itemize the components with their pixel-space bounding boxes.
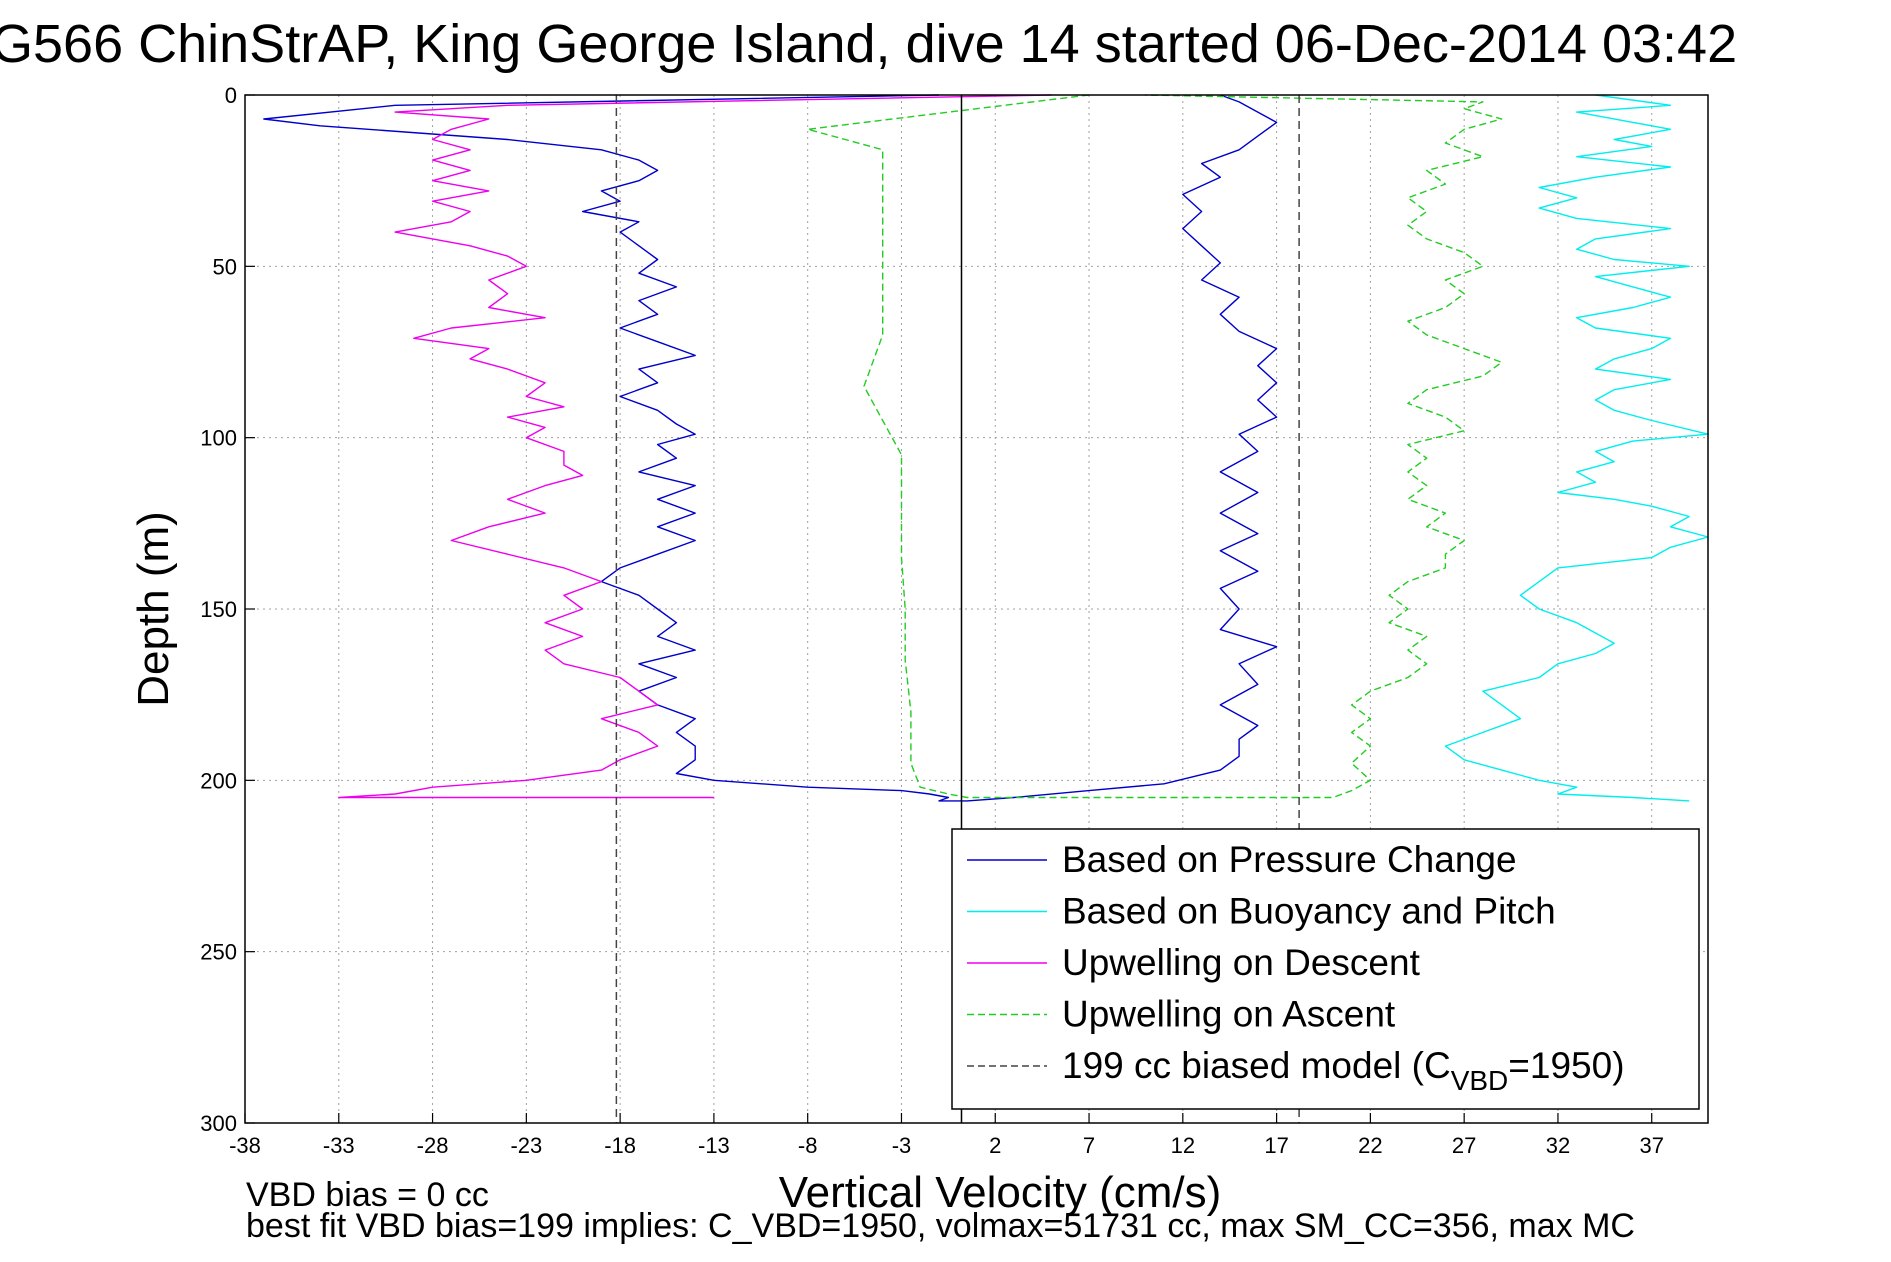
x-tick-label: -28 <box>417 1133 449 1158</box>
legend-label: 199 cc biased model (CVBD=1950) <box>1062 1045 1625 1096</box>
y-tick-label: 0 <box>225 83 237 108</box>
y-axis-label: Depth (m) <box>129 511 178 707</box>
legend-label: Based on Pressure Change <box>1062 839 1517 880</box>
x-tick-label: -18 <box>604 1133 636 1158</box>
legend-label: Upwelling on Ascent <box>1062 994 1396 1035</box>
legend-box <box>951 828 1700 1110</box>
x-tick-labels: -38 -33 -28 -23 -18 -13 -8 -3 2 7 12 17 22 27 32 37 <box>229 1133 1664 1158</box>
plot-frame <box>244 94 1709 1124</box>
best-fit-annotation: best fit VBD bias=199 implies: C_VBD=195… <box>246 1207 1635 1245</box>
x-tick-label: 37 <box>1639 1133 1663 1158</box>
y-tick-label: 250 <box>200 940 237 965</box>
y-tick-label: 150 <box>200 597 237 622</box>
x-tick-label: -3 <box>892 1133 912 1158</box>
y-tick-label: 200 <box>200 768 237 793</box>
x-tick-label: -23 <box>510 1133 542 1158</box>
y-tick-labels: 0 50 100 150 200 250 300 <box>200 83 237 1136</box>
x-tick-label: -38 <box>229 1133 261 1158</box>
legend-label: Based on Buoyancy and Pitch <box>1062 891 1556 932</box>
x-tick-label: 7 <box>1083 1133 1095 1158</box>
x-axis-label: Vertical Velocity (cm/s) <box>779 1168 1222 1217</box>
legend-label: Upwelling on Descent <box>1062 942 1421 983</box>
series-line-2 <box>338 94 1052 799</box>
y-tick-label: 50 <box>213 254 237 279</box>
x-tick-label: 12 <box>1171 1133 1195 1158</box>
x-tick-label: -33 <box>323 1133 355 1158</box>
x-tick-label: 27 <box>1452 1133 1476 1158</box>
x-tick-label: 32 <box>1546 1133 1570 1158</box>
series-line-0 <box>263 94 1278 802</box>
x-tick-label: 22 <box>1358 1133 1382 1158</box>
chart-title: SG566 ChinStrAP, King George Island, div… <box>0 14 1737 74</box>
vbd-bias-annotation: VBD bias = 0 cc <box>246 1176 489 1214</box>
legend-items: Based on Pressure Change Based on Buoyanc… <box>967 839 1625 1096</box>
series-line-1 <box>1444 94 1709 802</box>
x-tick-label: 2 <box>989 1133 1001 1158</box>
y-tick-label: 100 <box>200 426 237 451</box>
y-tick-label: 300 <box>200 1111 237 1136</box>
x-tick-label: -13 <box>698 1133 730 1158</box>
legend: Based on Pressure Change Based on Buoyanc… <box>951 828 1700 1110</box>
series-line-3 <box>807 94 1503 799</box>
series-layer <box>263 94 1709 802</box>
x-tick-label: 17 <box>1264 1133 1288 1158</box>
x-tick-label: -8 <box>798 1133 818 1158</box>
